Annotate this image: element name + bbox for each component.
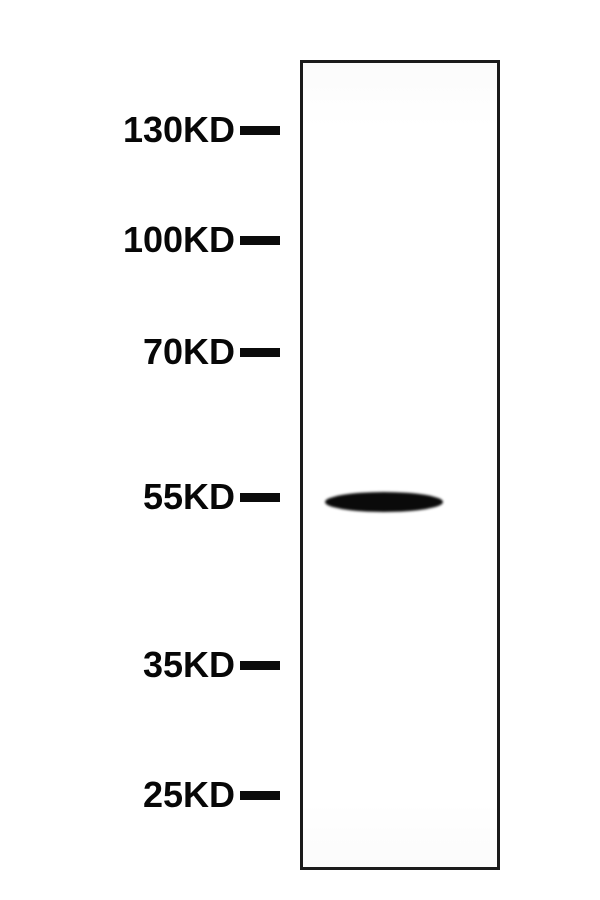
mw-marker-tick [240,348,280,357]
mw-marker-tick [240,493,280,502]
protein-band [325,492,443,512]
mw-marker-label: 70KD [143,331,235,373]
mw-marker-label: 100KD [123,219,235,261]
blot-canvas: 130KD 100KD 70KD 55KD 35KD 25KD [0,0,600,900]
mw-marker-label: 35KD [143,644,235,686]
blot-lane [300,60,500,870]
mw-marker-label: 55KD [143,476,235,518]
mw-marker-tick [240,791,280,800]
mw-marker-tick [240,236,280,245]
mw-marker-tick [240,661,280,670]
mw-marker-label: 25KD [143,774,235,816]
mw-marker-tick [240,126,280,135]
mw-marker-label: 130KD [123,109,235,151]
